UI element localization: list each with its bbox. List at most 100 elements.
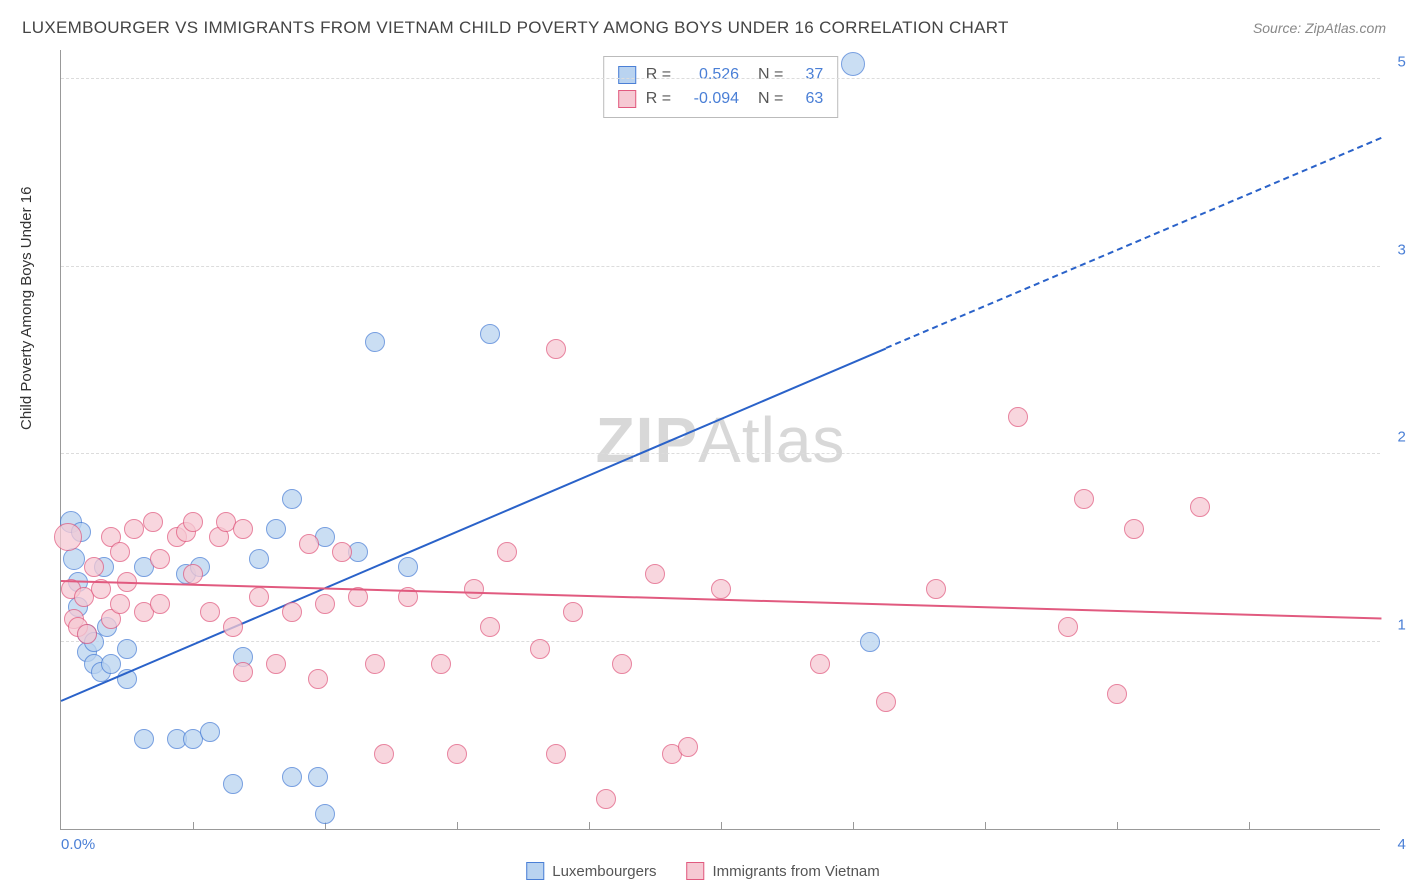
scatter-point bbox=[480, 617, 500, 637]
scatter-point bbox=[332, 542, 352, 562]
x-axis-origin-label: 0.0% bbox=[61, 836, 95, 853]
trend-line-dashed bbox=[886, 137, 1382, 349]
y-tick-label: 12.5% bbox=[1385, 616, 1406, 633]
scatter-point bbox=[563, 602, 583, 622]
scatter-point bbox=[117, 639, 137, 659]
scatter-point bbox=[308, 669, 328, 689]
gridline-h bbox=[61, 266, 1380, 267]
scatter-point bbox=[233, 662, 253, 682]
x-tick bbox=[853, 822, 854, 830]
scatter-point bbox=[1190, 497, 1210, 517]
legend-item: Immigrants from Vietnam bbox=[686, 862, 879, 880]
scatter-point bbox=[876, 692, 896, 712]
legend-r-value: -0.094 bbox=[681, 90, 739, 108]
legend-row: R =0.526 N =37 bbox=[618, 63, 824, 87]
scatter-point bbox=[447, 744, 467, 764]
scatter-point bbox=[480, 324, 500, 344]
scatter-point bbox=[464, 579, 484, 599]
scatter-point bbox=[110, 542, 130, 562]
scatter-point bbox=[200, 722, 220, 742]
scatter-point bbox=[54, 523, 82, 551]
scatter-point bbox=[266, 654, 286, 674]
legend-swatch bbox=[618, 66, 636, 84]
scatter-point bbox=[1008, 407, 1028, 427]
series-legend: Luxembourgers Immigrants from Vietnam bbox=[526, 862, 880, 880]
scatter-point bbox=[223, 774, 243, 794]
source-attribution: Source: ZipAtlas.com bbox=[1253, 20, 1386, 36]
legend-swatch bbox=[686, 862, 704, 880]
legend-n-label: N = bbox=[749, 66, 783, 84]
scatter-point bbox=[183, 564, 203, 584]
scatter-point bbox=[546, 339, 566, 359]
legend-r-label: R = bbox=[646, 90, 671, 108]
scatter-point bbox=[101, 654, 121, 674]
y-axis-title: Child Poverty Among Boys Under 16 bbox=[18, 187, 35, 430]
scatter-point bbox=[282, 767, 302, 787]
scatter-point bbox=[596, 789, 616, 809]
scatter-point bbox=[84, 557, 104, 577]
scatter-point bbox=[266, 519, 286, 539]
scatter-point bbox=[124, 519, 144, 539]
scatter-point bbox=[150, 594, 170, 614]
scatter-point bbox=[645, 564, 665, 584]
scatter-point bbox=[841, 52, 865, 76]
legend-n-value: 37 bbox=[793, 66, 823, 84]
x-tick bbox=[1117, 822, 1118, 830]
scatter-point bbox=[711, 579, 731, 599]
scatter-point bbox=[926, 579, 946, 599]
scatter-point bbox=[134, 729, 154, 749]
scatter-point bbox=[299, 534, 319, 554]
scatter-point bbox=[1074, 489, 1094, 509]
scatter-point bbox=[223, 617, 243, 637]
y-tick-label: 25.0% bbox=[1385, 429, 1406, 446]
x-tick bbox=[721, 822, 722, 830]
scatter-point bbox=[546, 744, 566, 764]
scatter-point bbox=[365, 332, 385, 352]
gridline-h bbox=[61, 453, 1380, 454]
scatter-point bbox=[1107, 684, 1127, 704]
chart-title: LUXEMBOURGER VS IMMIGRANTS FROM VIETNAM … bbox=[22, 18, 1009, 38]
legend-label: Luxembourgers bbox=[552, 863, 656, 880]
scatter-point bbox=[1058, 617, 1078, 637]
legend-n-label: N = bbox=[749, 90, 783, 108]
correlation-legend: R =0.526 N =37R =-0.094 N =63 bbox=[603, 56, 839, 118]
scatter-point bbox=[308, 767, 328, 787]
scatter-point bbox=[282, 489, 302, 509]
scatter-point bbox=[315, 594, 335, 614]
x-tick bbox=[1249, 822, 1250, 830]
scatter-point bbox=[249, 587, 269, 607]
scatter-point bbox=[431, 654, 451, 674]
scatter-point bbox=[233, 519, 253, 539]
scatter-point bbox=[143, 512, 163, 532]
scatter-point bbox=[282, 602, 302, 622]
scatter-point bbox=[183, 512, 203, 532]
scatter-point bbox=[860, 632, 880, 652]
legend-swatch bbox=[618, 90, 636, 108]
scatter-point bbox=[810, 654, 830, 674]
gridline-h bbox=[61, 78, 1380, 79]
scatter-point bbox=[200, 602, 220, 622]
x-tick bbox=[985, 822, 986, 830]
x-axis-end-label: 40.0% bbox=[1385, 836, 1406, 853]
legend-item: Luxembourgers bbox=[526, 862, 656, 880]
scatter-point bbox=[249, 549, 269, 569]
legend-r-label: R = bbox=[646, 66, 671, 84]
legend-label: Immigrants from Vietnam bbox=[712, 863, 879, 880]
legend-n-value: 63 bbox=[793, 90, 823, 108]
scatter-point bbox=[1124, 519, 1144, 539]
gridline-h bbox=[61, 641, 1380, 642]
scatter-point bbox=[374, 744, 394, 764]
legend-row: R = -0.094 N = 63 bbox=[618, 87, 824, 111]
watermark: ZIPAtlas bbox=[596, 403, 846, 477]
scatter-point bbox=[612, 654, 632, 674]
legend-swatch bbox=[526, 862, 544, 880]
x-tick bbox=[457, 822, 458, 830]
scatter-point bbox=[63, 548, 85, 570]
watermark-rest: Atlas bbox=[698, 404, 845, 476]
x-tick bbox=[589, 822, 590, 830]
scatter-point bbox=[530, 639, 550, 659]
y-tick-label: 37.5% bbox=[1385, 241, 1406, 258]
plot-area: ZIPAtlas R =0.526 N =37R =-0.094 N =63 0… bbox=[60, 50, 1380, 830]
y-tick-label: 50.0% bbox=[1385, 54, 1406, 71]
x-tick bbox=[193, 822, 194, 830]
